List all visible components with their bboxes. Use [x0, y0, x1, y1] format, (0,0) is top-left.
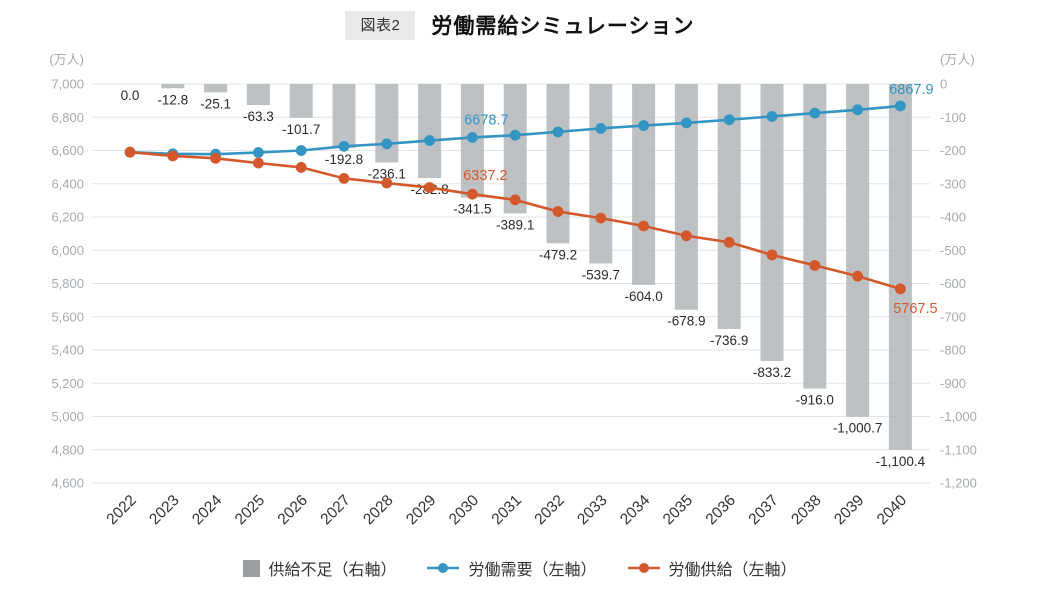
svg-text:5,400: 5,400 [51, 343, 84, 358]
svg-text:5,800: 5,800 [51, 276, 84, 291]
svg-text:-900: -900 [940, 376, 966, 391]
svg-text:-916.0: -916.0 [796, 393, 834, 408]
chart-title: 労働需給シミュレーション [431, 15, 695, 38]
svg-text:0: 0 [940, 77, 947, 92]
svg-text:-100: -100 [940, 110, 966, 125]
svg-text:5,000: 5,000 [51, 409, 84, 424]
svg-text:(万人): (万人) [940, 52, 975, 67]
chart-header: 図表2 労働需給シミュレーション [0, 10, 1040, 40]
svg-text:-400: -400 [940, 210, 966, 225]
svg-text:-539.7: -539.7 [582, 267, 620, 282]
svg-text:2028: 2028 [360, 492, 396, 528]
svg-text:-500: -500 [940, 243, 966, 258]
gridlines [92, 83, 930, 484]
svg-text:-1,100.4: -1,100.4 [876, 454, 926, 469]
svg-text:2026: 2026 [275, 492, 311, 528]
bar-swatch-icon [243, 559, 261, 577]
svg-text:2039: 2039 [831, 492, 867, 528]
line-dot-icon-demand [427, 563, 460, 573]
svg-text:2034: 2034 [617, 492, 654, 529]
svg-text:-1,000: -1,000 [940, 409, 977, 424]
svg-text:2036: 2036 [703, 492, 739, 528]
svg-text:-12.8: -12.8 [157, 92, 188, 107]
svg-text:-200: -200 [940, 143, 966, 158]
svg-text:-736.9: -736.9 [710, 333, 748, 348]
svg-text:5767.5: 5767.5 [893, 301, 937, 317]
svg-text:-1,100: -1,100 [940, 442, 977, 457]
left-axis-labels: 7,000 6,800 6,600 6,400 6,200 6,000 5,800 5,600… [49, 52, 84, 491]
svg-text:2025: 2025 [232, 492, 268, 528]
svg-text:2031: 2031 [489, 492, 525, 528]
svg-text:2032: 2032 [531, 492, 567, 528]
svg-text:0.0: 0.0 [121, 88, 140, 103]
svg-text:2030: 2030 [446, 492, 483, 529]
svg-text:-678.9: -678.9 [667, 314, 705, 329]
bar-value-labels: 0.0-12.8-25.1-63.3-101.7-192.8-236.1-282… [121, 88, 926, 469]
svg-text:-1,200: -1,200 [940, 476, 977, 491]
x-axis-labels: 2022 2023 2024 2025 2026 2027 2028 2029 2030 2031… [103, 492, 910, 529]
svg-text:6867.9: 6867.9 [889, 82, 933, 98]
legend-item-supply: 労働供給（左軸） [627, 556, 797, 580]
svg-text:-236.1: -236.1 [368, 167, 406, 182]
line-point-labels: 6678.7 6867.9 6337.2 5767.5 [463, 82, 937, 317]
svg-text:2027: 2027 [317, 492, 353, 528]
svg-text:-800: -800 [940, 343, 966, 358]
right-axis-labels: 0 -100 -200 -300 -400 -500 -600 -700 -800 -900 -1,… [940, 52, 977, 491]
svg-text:-63.3: -63.3 [243, 109, 274, 124]
legend-label: 供給不足（右軸） [268, 562, 397, 579]
svg-text:-1,000.7: -1,000.7 [833, 421, 883, 436]
svg-text:-192.8: -192.8 [325, 152, 363, 167]
svg-text:-700: -700 [940, 309, 966, 324]
legend-label: 労働需要（左軸） [468, 562, 597, 579]
svg-text:2024: 2024 [189, 492, 226, 529]
svg-text:4,600: 4,600 [51, 476, 84, 491]
svg-text:2029: 2029 [403, 492, 439, 528]
svg-text:6,000: 6,000 [51, 243, 84, 258]
chart-legend: 供給不足（右軸） 労働需要（左軸） 労働供給（左軸） [0, 556, 1040, 580]
svg-text:6,200: 6,200 [51, 210, 84, 225]
svg-text:7,000: 7,000 [51, 77, 84, 92]
svg-text:-101.7: -101.7 [282, 122, 320, 137]
svg-text:6,400: 6,400 [51, 176, 84, 191]
svg-text:6337.2: 6337.2 [463, 168, 507, 184]
svg-text:-833.2: -833.2 [753, 365, 791, 380]
figure-number-badge: 図表2 [345, 10, 416, 40]
legend-item-shortage: 供給不足（右軸） [243, 556, 396, 580]
svg-text:-604.0: -604.0 [624, 289, 662, 304]
svg-text:-600: -600 [940, 276, 966, 291]
svg-text:2038: 2038 [788, 492, 824, 528]
svg-text:2033: 2033 [574, 492, 610, 528]
shortage-bars [161, 84, 912, 450]
svg-text:6,600: 6,600 [51, 143, 84, 158]
svg-text:2023: 2023 [146, 492, 182, 528]
svg-text:4,800: 4,800 [51, 442, 84, 457]
svg-text:-479.2: -479.2 [539, 247, 577, 262]
svg-text:5,200: 5,200 [51, 376, 84, 391]
svg-text:5,600: 5,600 [51, 309, 84, 324]
svg-text:6,800: 6,800 [51, 110, 84, 125]
svg-text:-389.1: -389.1 [496, 217, 534, 232]
svg-text:-300: -300 [940, 176, 966, 191]
line-dot-icon-supply [627, 563, 660, 573]
svg-text:2040: 2040 [874, 492, 911, 529]
svg-text:-25.1: -25.1 [200, 96, 231, 111]
svg-text:6678.7: 6678.7 [464, 112, 508, 128]
svg-text:2037: 2037 [745, 492, 781, 528]
svg-text:2035: 2035 [660, 492, 696, 528]
svg-text:(万人): (万人) [49, 52, 84, 67]
legend-item-demand: 労働需要（左軸） [426, 556, 597, 580]
svg-text:-341.5: -341.5 [453, 202, 491, 217]
svg-text:2022: 2022 [103, 492, 139, 528]
legend-label: 労働供給（左軸） [668, 562, 797, 579]
supply-line [124, 146, 906, 295]
